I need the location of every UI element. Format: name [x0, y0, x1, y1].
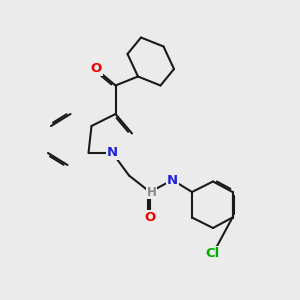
Text: O: O: [144, 211, 156, 224]
Text: H: H: [147, 185, 156, 199]
Text: Cl: Cl: [206, 247, 220, 260]
Text: O: O: [90, 62, 102, 76]
Text: N: N: [167, 173, 178, 187]
Text: N: N: [107, 146, 118, 160]
